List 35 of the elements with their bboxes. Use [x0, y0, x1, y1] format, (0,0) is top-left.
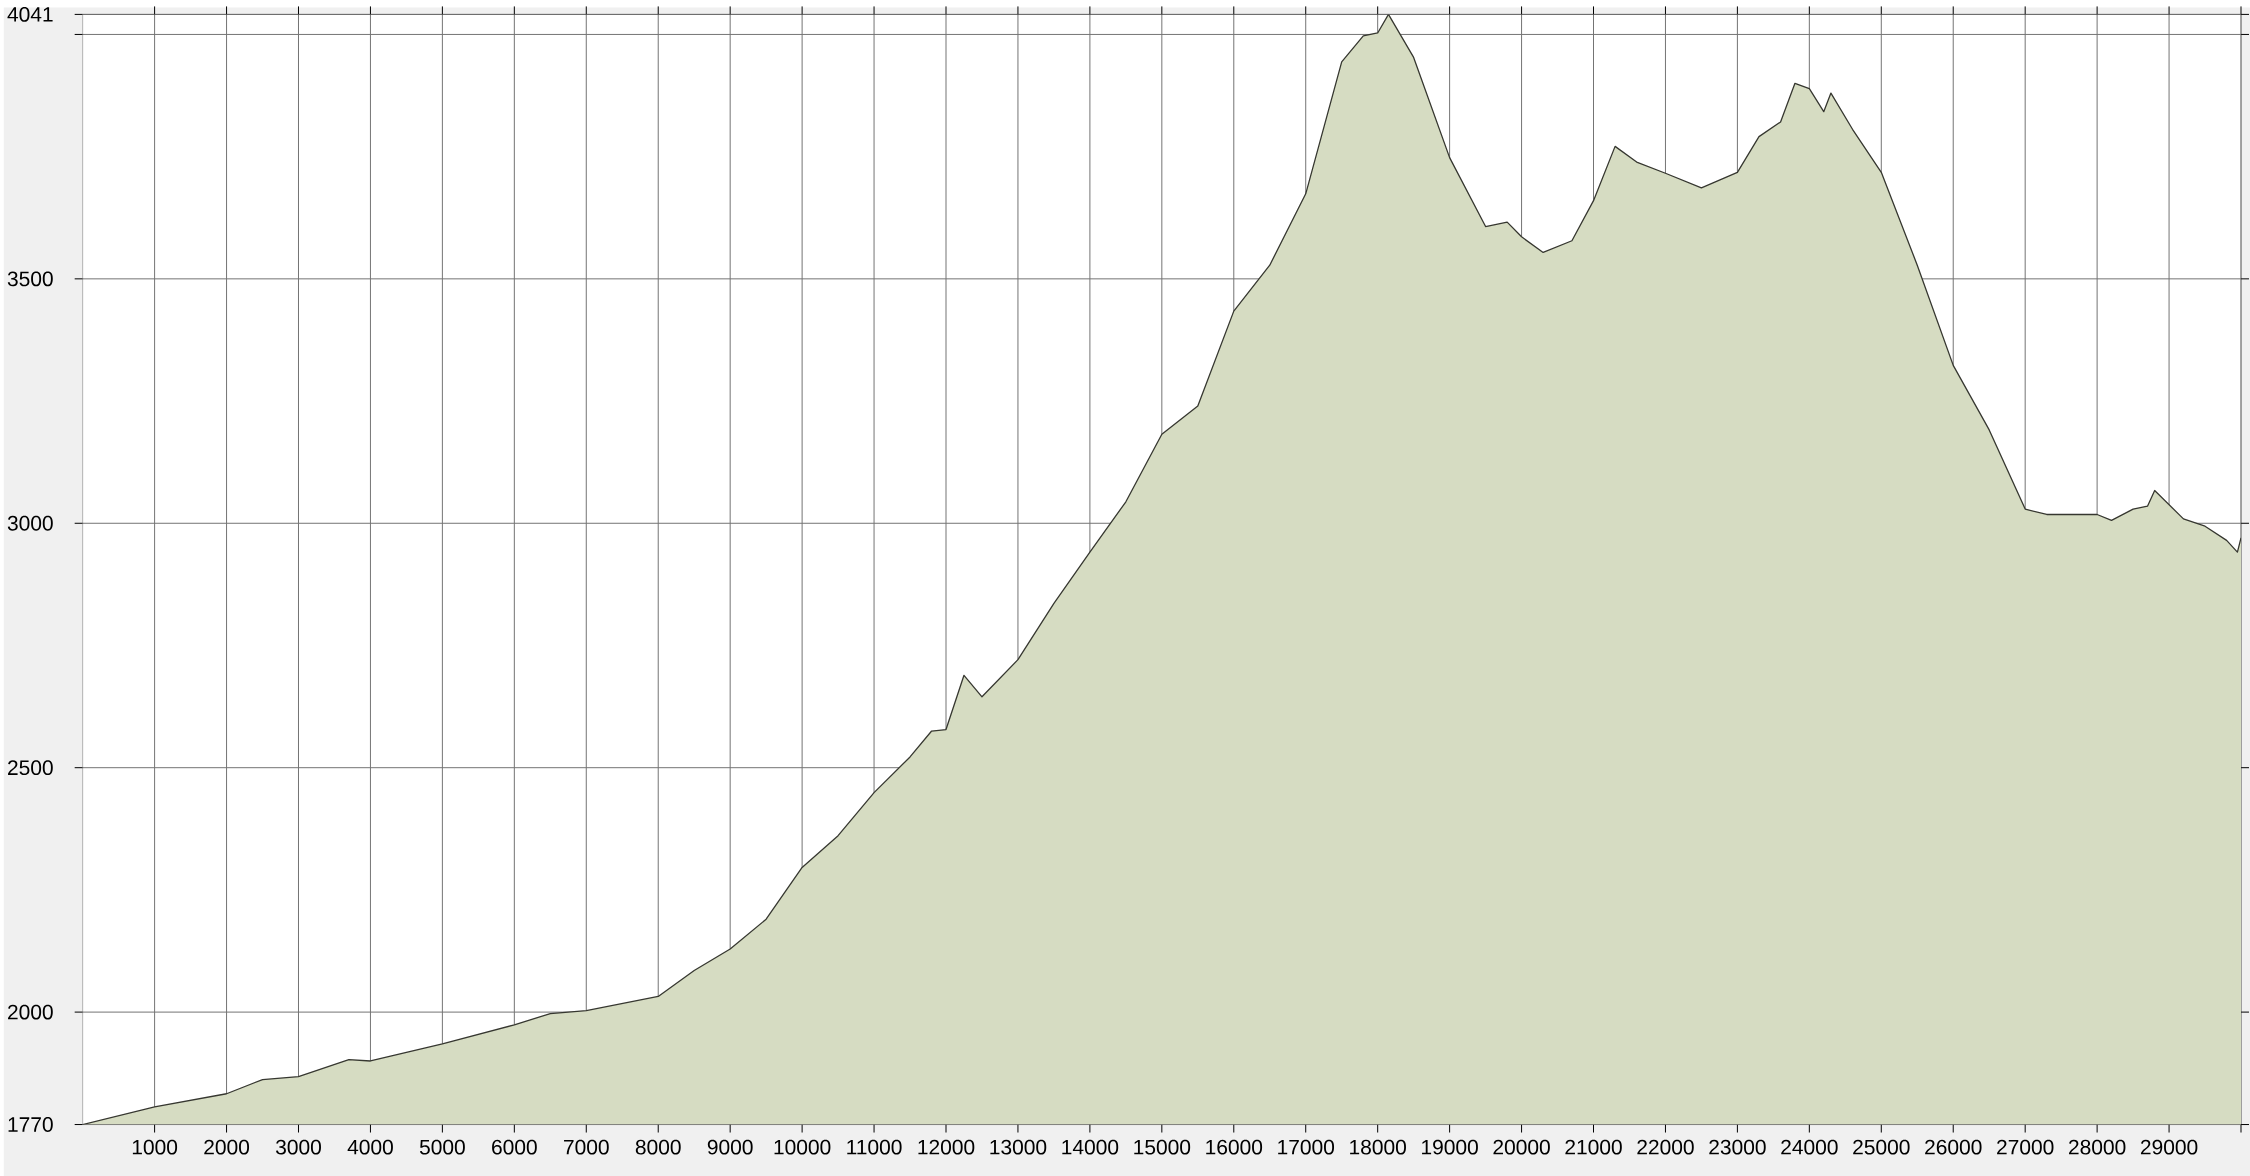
y-tick-label: 3000 — [7, 515, 53, 531]
x-tick-label: 20000 — [1493, 1139, 1550, 1155]
y-tick-label: 2000 — [8, 1004, 53, 1020]
x-tick-label: 16000 — [1206, 1139, 1263, 1155]
y-tick-label: 4041 — [7, 6, 53, 22]
y-tick-label: 1770 — [8, 1116, 53, 1132]
x-tick-label: 28000 — [2069, 1139, 2126, 1155]
x-tick-label: 26000 — [1925, 1139, 1982, 1155]
x-tick-label: 6000 — [492, 1139, 537, 1155]
x-tick-label: 24000 — [1781, 1139, 1838, 1155]
y-tick-label: 3500 — [7, 271, 53, 287]
x-tick-label: 7000 — [564, 1139, 609, 1155]
x-tick-label: 9000 — [707, 1139, 753, 1155]
x-tick-label: 4000 — [347, 1139, 393, 1155]
x-tick-label: 13000 — [990, 1139, 1047, 1155]
x-tick-label: 10000 — [774, 1139, 831, 1155]
x-tick-label: 5000 — [419, 1139, 465, 1155]
x-tick-label: 14000 — [1062, 1139, 1119, 1155]
x-tick-label: 1000 — [132, 1139, 178, 1155]
x-tick-label: 25000 — [1853, 1139, 1910, 1155]
x-tick-label: 12000 — [918, 1139, 975, 1155]
x-tick-label: 19000 — [1422, 1139, 1478, 1155]
x-tick-label: 2000 — [204, 1139, 250, 1155]
x-tick-label: 11000 — [847, 1139, 902, 1155]
x-tick-label: 15000 — [1134, 1139, 1191, 1155]
x-tick-label: 17000 — [1278, 1139, 1335, 1155]
x-tick-label: 18000 — [1350, 1139, 1406, 1155]
x-tick-label: 8000 — [635, 1139, 681, 1155]
x-tick-label: 21000 — [1565, 1139, 1622, 1155]
x-tick-label: 27000 — [1997, 1139, 2054, 1155]
x-tick-label: 3000 — [275, 1139, 321, 1155]
x-tick-label: 29000 — [2140, 1139, 2198, 1155]
x-tick-label: 22000 — [1637, 1139, 1694, 1155]
y-tick-label: 2500 — [8, 760, 53, 775]
x-tick-label: 23000 — [1709, 1139, 1766, 1155]
